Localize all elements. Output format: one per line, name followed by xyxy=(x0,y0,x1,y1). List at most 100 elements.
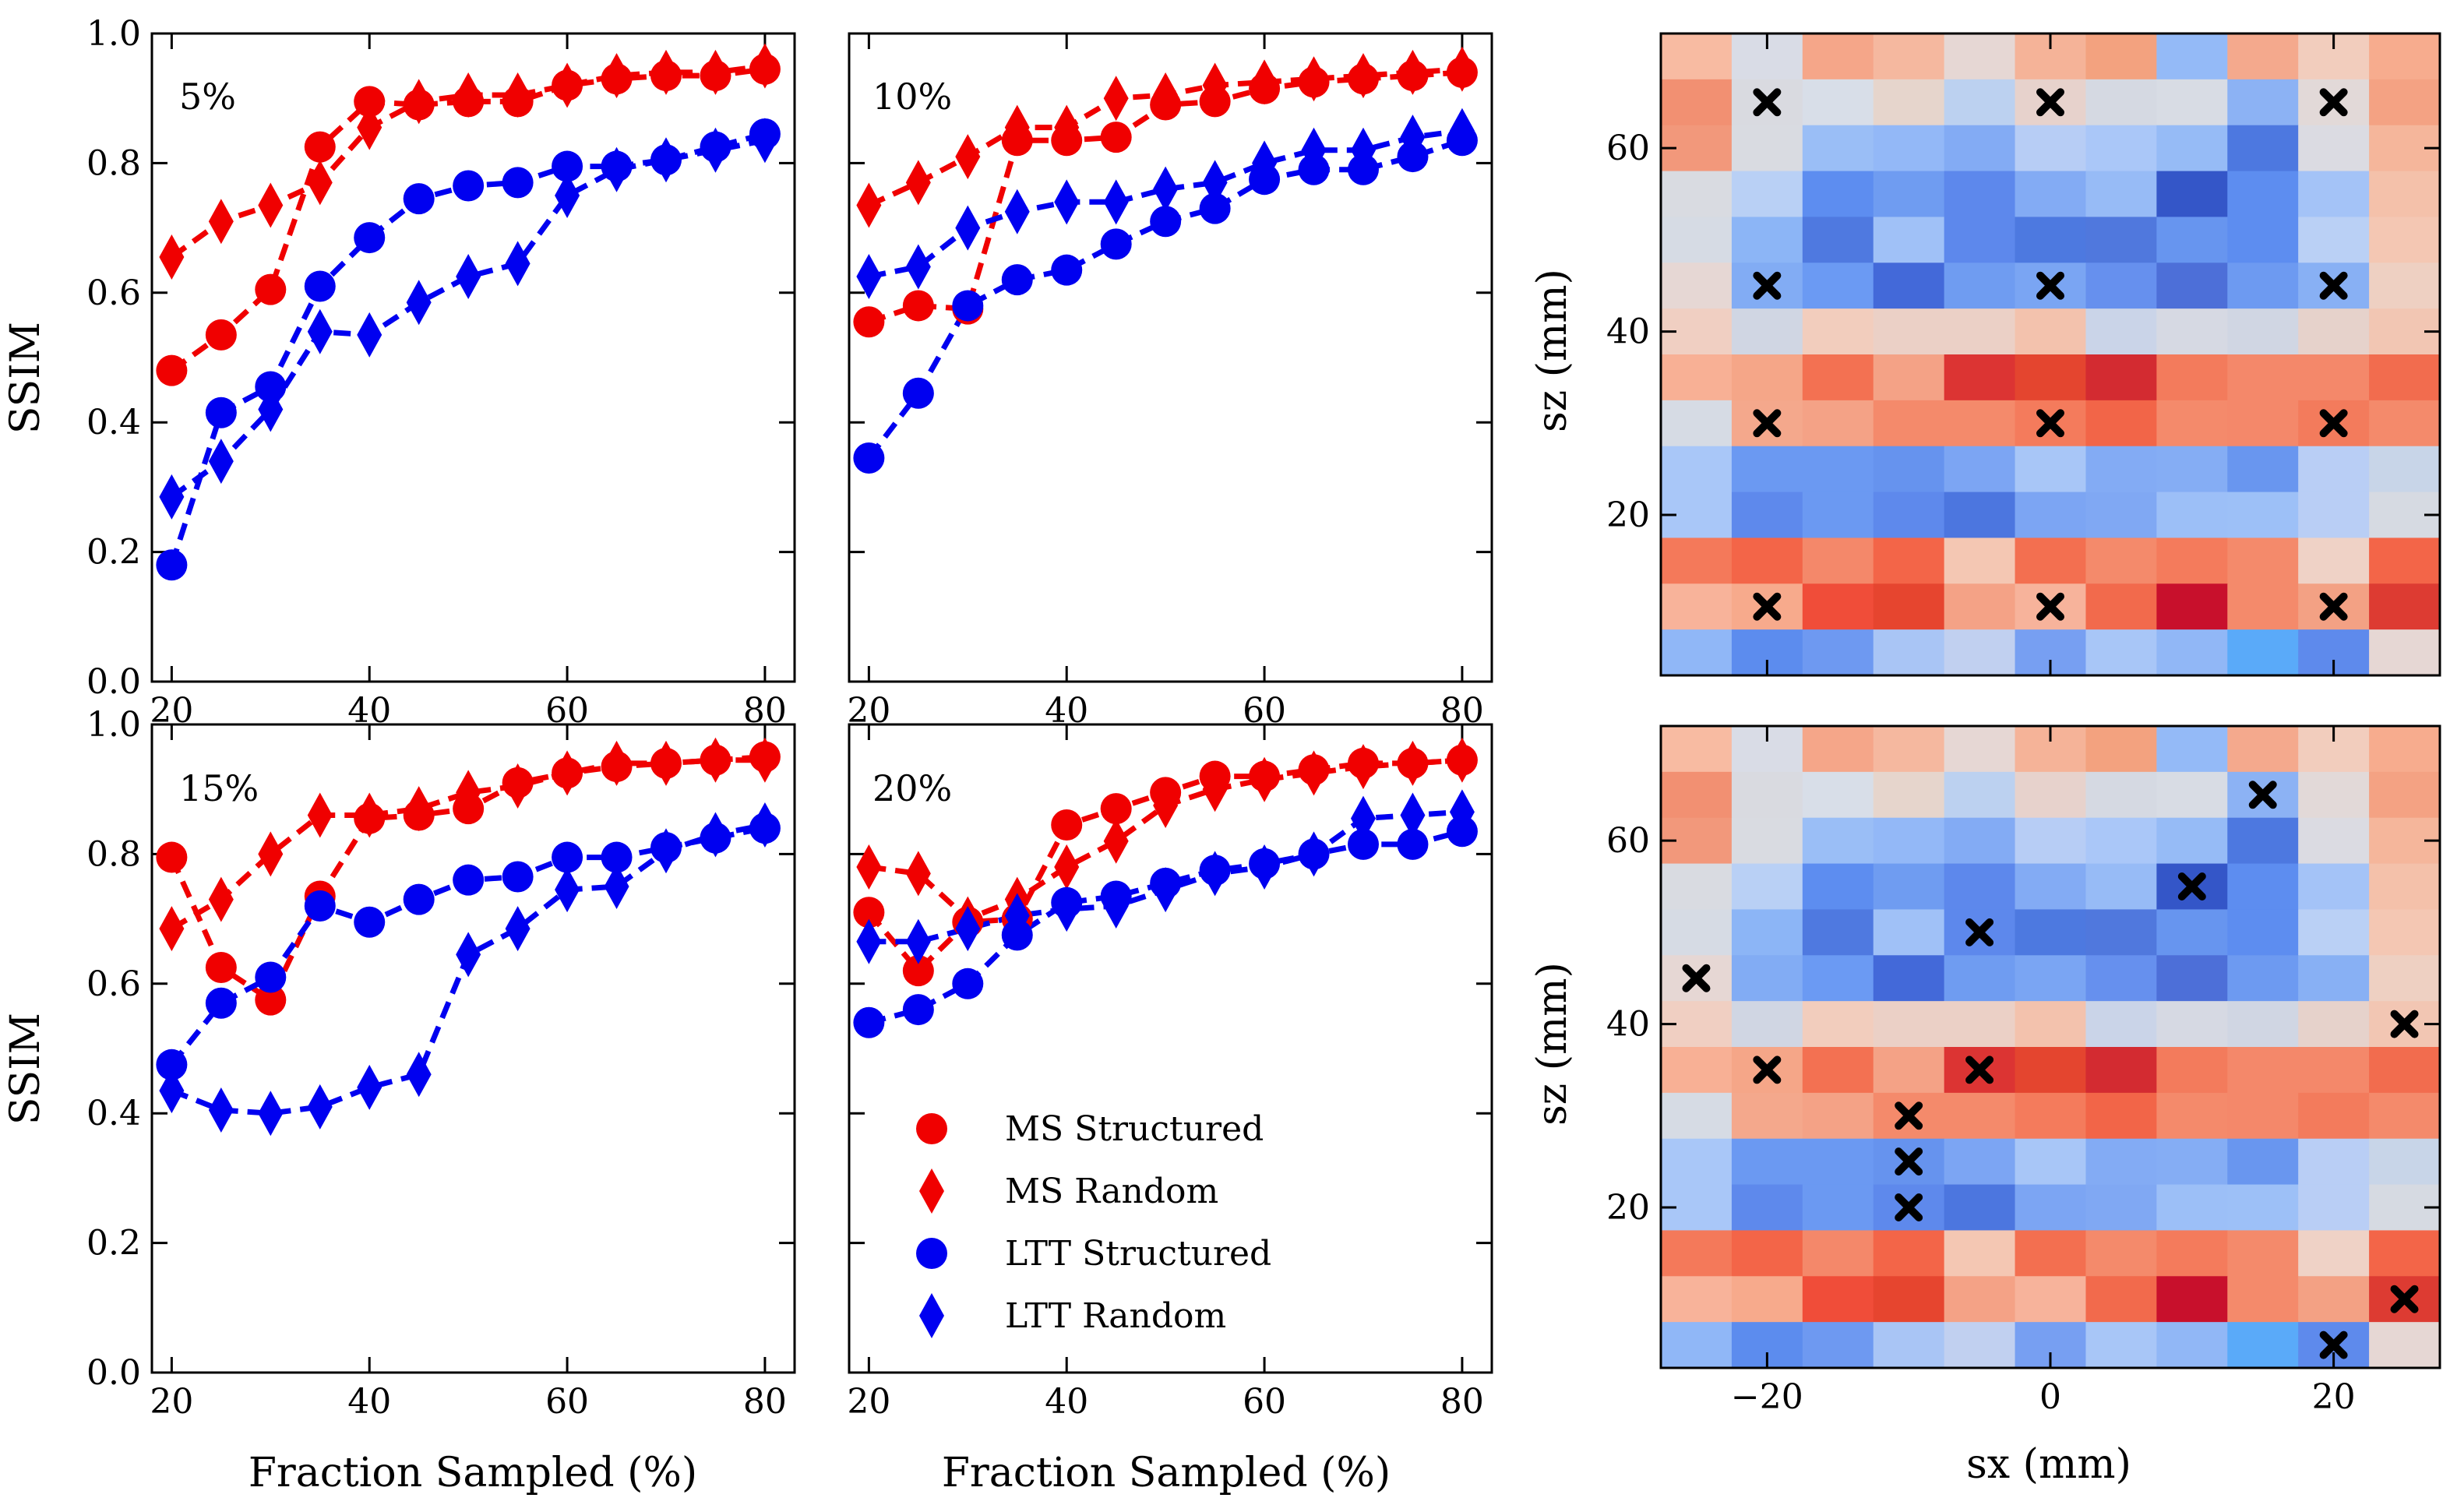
data-point-ms-random xyxy=(1252,756,1278,802)
plot-area: 20 40 60 80 xyxy=(847,32,1493,731)
heatmap-cell xyxy=(2015,1001,2087,1048)
heatmap-cell xyxy=(1802,863,1874,911)
panel-label: 15% xyxy=(179,767,259,809)
heatmap-cell xyxy=(1731,217,1803,263)
y-tick-label: 0.6 xyxy=(86,273,141,313)
heatmap-cell xyxy=(2156,125,2228,172)
heatmap-cell xyxy=(2369,354,2441,401)
data-point-ltt-structured xyxy=(853,442,885,474)
heatmap-cell xyxy=(1731,817,1803,865)
heatmap-cell xyxy=(1802,217,1874,263)
heatmap-cell xyxy=(2298,1184,2370,1232)
data-point-ltt-random xyxy=(406,280,432,326)
heatmap-cell xyxy=(2085,629,2157,676)
heatmap-cell xyxy=(2015,354,2087,401)
data-point-ltt-structured xyxy=(952,967,984,999)
heatmap-cell xyxy=(1873,125,1945,172)
heatmap-cell xyxy=(2369,263,2441,309)
y-axis-label: sz (mm) xyxy=(1529,269,1576,432)
data-point-ltt-random xyxy=(1252,844,1278,890)
heatmap-cell xyxy=(1802,817,1874,865)
heatmap-cell xyxy=(1802,1138,1874,1186)
x-tick-label: 60 xyxy=(545,1382,589,1422)
data-point-ltt-structured xyxy=(1051,254,1083,286)
x-tick-label: 80 xyxy=(743,1382,787,1422)
heatmap-cell xyxy=(1802,537,1874,584)
sample-position-marker xyxy=(2036,271,2064,300)
data-point-ltt-structured xyxy=(304,270,336,302)
data-point-ms-random xyxy=(1400,49,1426,95)
heatmap-cell xyxy=(2227,308,2299,355)
data-point-ms-random xyxy=(703,737,728,783)
heatmap-cell xyxy=(2085,446,2157,493)
heatmap-cell xyxy=(2015,217,2087,263)
heatmap-cell xyxy=(2156,400,2228,447)
heatmap-cell xyxy=(2227,1184,2299,1232)
heatmap-cell xyxy=(2156,771,2228,819)
heatmap-cell xyxy=(2298,771,2370,819)
heatmap-cell xyxy=(2227,33,2299,80)
heatmap-cell xyxy=(1661,909,1733,956)
plot-area: 20 40 60 800.00.20.40.60.81.0 xyxy=(86,14,796,731)
data-point-ms-structured xyxy=(156,841,188,873)
data-point-ltt-random xyxy=(1103,883,1129,929)
data-point-ms-structured xyxy=(205,319,237,351)
heatmap-cell xyxy=(2369,537,2441,584)
heatmap-cell xyxy=(1873,354,1945,401)
heatmap-cell xyxy=(2369,446,2441,493)
heatmap-cell xyxy=(2085,125,2157,172)
data-point-ltt-random xyxy=(1153,166,1179,212)
heatmap-cell xyxy=(1944,726,2016,773)
legend-entry-ms-structured: MS Structured xyxy=(916,1109,1264,1149)
data-point-ltt-random xyxy=(955,205,981,251)
heatmap-cell xyxy=(2298,446,2370,493)
heatmap-cell xyxy=(2227,583,2299,630)
heatmap-cell xyxy=(2156,1047,2228,1094)
heatmap-cell xyxy=(2156,1184,2228,1232)
data-point-ltt-structured xyxy=(1150,206,1182,238)
data-point-ltt-random xyxy=(905,918,931,964)
heatmap-cell xyxy=(2085,263,2157,309)
sample-position-marker xyxy=(1682,964,1711,992)
panel-5-percent: 20 40 60 800.00.20.40.60.81.0 5% SSIM xyxy=(2,14,796,731)
data-point-ms-structured xyxy=(902,290,934,322)
heatmap-cell xyxy=(1873,1322,1945,1369)
heatmap-cell xyxy=(2015,863,2087,911)
heatmap-cell xyxy=(1944,1138,2016,1186)
heatmap-cell xyxy=(2085,1276,2157,1323)
data-point-ltt-random xyxy=(654,828,679,874)
heatmap-cell xyxy=(1661,1276,1733,1323)
heatmap-cell xyxy=(2015,771,2087,819)
panel-label: 20% xyxy=(872,767,952,809)
data-point-ms-random xyxy=(357,792,382,838)
data-point-ltt-structured xyxy=(255,961,287,993)
data-point-ms-random xyxy=(604,53,629,99)
data-point-ltt-structured xyxy=(255,371,287,403)
heatmap-cell xyxy=(1661,1138,1733,1186)
y-tick-label: 40 xyxy=(1606,1005,1650,1045)
heatmap-cell xyxy=(2298,863,2370,911)
sample-position-marker xyxy=(1895,1147,1923,1176)
x-tick-label: 80 xyxy=(1440,1382,1484,1422)
data-point-ltt-structured xyxy=(304,890,336,922)
panel-20-percent: 20 40 60 80 20% Fraction Sampled (%) xyxy=(847,723,1493,1496)
heatmap-cell xyxy=(1873,955,1945,1002)
data-point-ltt-random xyxy=(905,244,931,290)
data-point-ms-structured xyxy=(205,952,237,983)
data-point-ltt-random xyxy=(1301,127,1327,173)
data-point-ltt-structured xyxy=(156,1049,188,1080)
heatmap-cell xyxy=(2369,171,2441,218)
x-axis-label: sx (mm) xyxy=(1966,1441,2131,1488)
heatmap-cell xyxy=(1944,33,2016,80)
data-point-ms-random xyxy=(1449,46,1475,92)
legend-marker xyxy=(916,1113,947,1144)
data-point-ltt-random xyxy=(456,932,481,978)
data-point-ltt-random xyxy=(856,254,882,299)
panel-15-percent: 20 40 60 80 0.0 0.2 0.4 0.6 0.8 1.0 15% SSIM Frac… xyxy=(2,705,796,1496)
heatmap-cell xyxy=(1944,955,2016,1002)
sample-position-marker xyxy=(1895,1101,1923,1130)
data-point-ltt-random xyxy=(357,1064,382,1110)
data-point-ltt-structured xyxy=(902,994,934,1026)
heatmap-cell xyxy=(2227,863,2299,911)
